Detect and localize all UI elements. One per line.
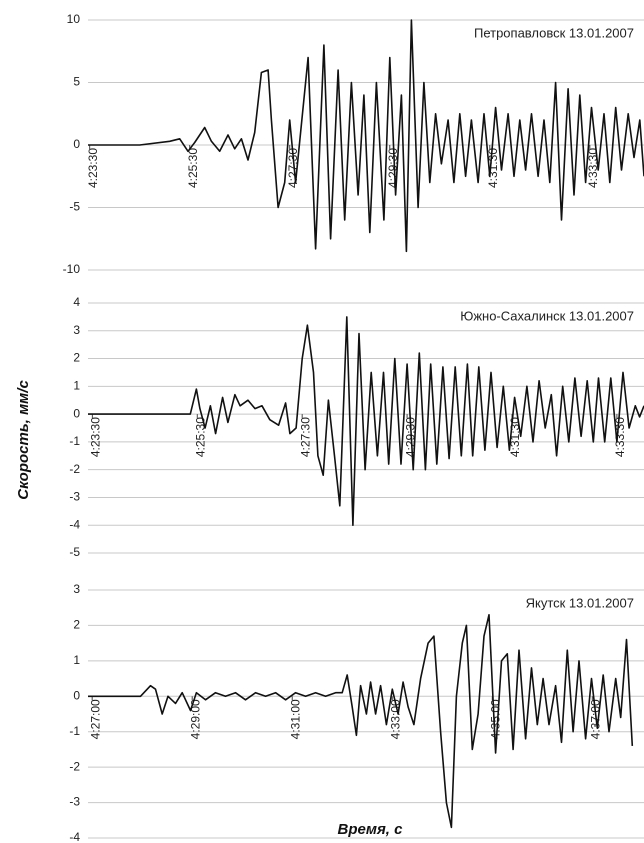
waveform bbox=[88, 614, 634, 829]
y-tick-label: 4 bbox=[73, 295, 80, 309]
y-tick-label: 3 bbox=[73, 582, 80, 596]
y-tick-label: -3 bbox=[69, 490, 80, 504]
y-tick-label: 1 bbox=[73, 379, 80, 393]
waveform bbox=[88, 316, 644, 526]
y-tick-label: -1 bbox=[69, 434, 80, 448]
x-tick-label: 4:31:00 bbox=[288, 699, 302, 739]
x-tick-label: 4:27:00 bbox=[88, 699, 102, 739]
x-tick-label: 4:25:30 bbox=[186, 148, 200, 188]
annotation: Якутск 13.01.2007 bbox=[526, 595, 634, 610]
waveform bbox=[88, 19, 644, 253]
y-tick-label: 0 bbox=[73, 688, 80, 702]
x-tick-label: 4:29:00 bbox=[188, 699, 202, 739]
x-tick-label: 4:33:30 bbox=[613, 417, 627, 457]
annotation: Петропавловск 13.01.2007 bbox=[474, 25, 634, 40]
x-tick-label: 4:23:30 bbox=[89, 417, 103, 457]
y-tick-label: 2 bbox=[73, 618, 80, 632]
y-tick-label: 0 bbox=[73, 406, 80, 420]
x-tick-label: 4:31:30 bbox=[486, 148, 500, 188]
x-tick-label: 4:35:00 bbox=[488, 699, 502, 739]
y-tick-label: -4 bbox=[69, 830, 80, 843]
y-axis-title: Скорость, мм/с bbox=[15, 380, 32, 500]
y-tick-label: -4 bbox=[69, 517, 80, 531]
y-tick-label: 5 bbox=[73, 75, 80, 89]
y-tick-label: 1 bbox=[73, 653, 80, 667]
y-tick-label: -1 bbox=[69, 724, 80, 738]
x-tick-label: 4:23:30 bbox=[86, 148, 100, 188]
x-tick-label: 4:27:30 bbox=[298, 417, 312, 457]
annotation: Южно-Сахалинск 13.01.2007 bbox=[460, 308, 634, 323]
y-tick-label: 10 bbox=[67, 12, 81, 26]
y-tick-label: 3 bbox=[73, 323, 80, 337]
y-tick-label: -3 bbox=[69, 795, 80, 809]
y-tick-label: -2 bbox=[69, 759, 80, 773]
y-tick-label: 2 bbox=[73, 351, 80, 365]
y-tick-label: -2 bbox=[69, 462, 80, 476]
y-tick-label: -5 bbox=[69, 200, 80, 214]
y-tick-label: -10 bbox=[63, 262, 81, 276]
y-tick-label: 0 bbox=[73, 137, 80, 151]
x-axis-title: Время, с bbox=[338, 821, 404, 838]
y-tick-label: -5 bbox=[69, 545, 80, 559]
x-tick-label: 4:25:30 bbox=[193, 417, 207, 457]
